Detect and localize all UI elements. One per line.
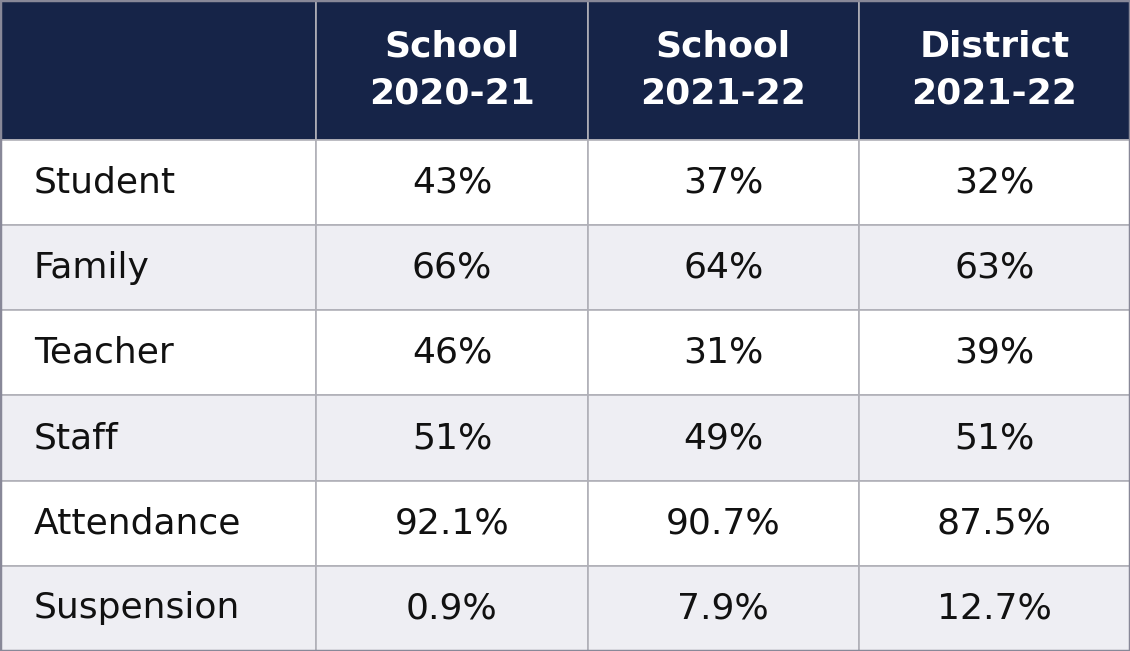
Bar xyxy=(316,480,588,566)
Bar xyxy=(588,395,859,480)
Bar xyxy=(859,140,1130,225)
Text: 39%: 39% xyxy=(954,336,1035,370)
Bar xyxy=(316,140,588,225)
Bar xyxy=(316,0,588,140)
Bar xyxy=(588,140,859,225)
Bar xyxy=(0,140,316,225)
Text: 37%: 37% xyxy=(683,165,764,200)
Bar xyxy=(859,0,1130,140)
Text: 51%: 51% xyxy=(954,421,1035,455)
Text: Staff: Staff xyxy=(34,421,119,455)
Bar xyxy=(0,395,316,480)
Text: 64%: 64% xyxy=(683,251,764,284)
Text: 87.5%: 87.5% xyxy=(937,506,1052,540)
Bar xyxy=(859,480,1130,566)
Text: 12.7%: 12.7% xyxy=(937,591,1052,626)
Bar xyxy=(316,311,588,395)
Text: 43%: 43% xyxy=(411,165,493,200)
Bar xyxy=(0,566,316,651)
Text: 63%: 63% xyxy=(954,251,1035,284)
Bar xyxy=(588,566,859,651)
Text: School
2020-21: School 2020-21 xyxy=(370,29,534,111)
Bar xyxy=(859,225,1130,311)
Text: 49%: 49% xyxy=(683,421,764,455)
Text: Attendance: Attendance xyxy=(34,506,242,540)
Bar xyxy=(0,480,316,566)
Text: 92.1%: 92.1% xyxy=(394,506,510,540)
Bar xyxy=(0,0,316,140)
Bar xyxy=(316,566,588,651)
Text: 32%: 32% xyxy=(954,165,1035,200)
Bar xyxy=(316,225,588,311)
Text: 90.7%: 90.7% xyxy=(666,506,781,540)
Text: 66%: 66% xyxy=(411,251,493,284)
Text: Teacher: Teacher xyxy=(34,336,174,370)
Bar xyxy=(588,225,859,311)
Text: Family: Family xyxy=(34,251,150,284)
Text: Suspension: Suspension xyxy=(34,591,241,626)
Bar xyxy=(0,225,316,311)
Text: 46%: 46% xyxy=(411,336,493,370)
Bar xyxy=(859,395,1130,480)
Text: School
2021-22: School 2021-22 xyxy=(641,29,806,111)
Bar xyxy=(859,566,1130,651)
Text: Student: Student xyxy=(34,165,176,200)
Bar xyxy=(859,311,1130,395)
Bar xyxy=(0,311,316,395)
Bar xyxy=(588,480,859,566)
Bar xyxy=(316,395,588,480)
Text: 0.9%: 0.9% xyxy=(406,591,498,626)
Bar xyxy=(588,0,859,140)
Text: 7.9%: 7.9% xyxy=(677,591,770,626)
Bar xyxy=(588,311,859,395)
Text: District
2021-22: District 2021-22 xyxy=(912,29,1077,111)
Text: 31%: 31% xyxy=(683,336,764,370)
Text: 51%: 51% xyxy=(411,421,493,455)
